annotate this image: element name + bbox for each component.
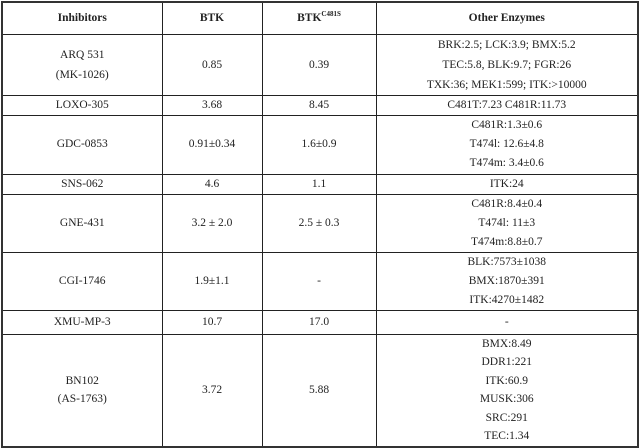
other-enzymes-cell-line: ITK:4270±1482 <box>469 293 545 306</box>
other-enzymes-cell-line: T474m:8.8±0.7 <box>471 235 543 248</box>
other-enzymes-cell-line: T474m: 3.4±0.6 <box>469 157 544 169</box>
table-row: BN102 (AS-1763) 3.72 5.88 BMX:8.49 DDR1:221 IT… <box>1 333 639 447</box>
table-row: ARQ 531 (MK-1026) 0.85 0.39 BRK:2.5; LCK:3.9… <box>1 33 639 96</box>
inhibitor-cell-line: LOXO-305 <box>55 99 109 111</box>
btk-c481s-value-cell: 2.5 ± 0.3 <box>261 193 377 253</box>
btk-c481s-value-cell: 0.39 <box>261 33 377 96</box>
btk-value-cell: 0.91±0.34 <box>161 114 263 175</box>
inhibitor-cell-line: ARQ 531 <box>60 48 105 61</box>
inhibitor-cell-line: CGI-1746 <box>58 274 106 287</box>
btk-value-cell: 1.9±1.1 <box>161 251 263 311</box>
other-enzymes-cell: C481R:8.4±0.4 T474l: 11±3 T474m:8.8±0.7 <box>375 193 639 253</box>
other-enzymes-cell-line: C481R:8.4±0.4 <box>471 197 543 210</box>
other-enzymes-cell: C481T:7.23 C481R:11.73 <box>375 94 639 116</box>
other-enzymes-cell-line: TXK:36; MEK1:599; ITK:>10000 <box>426 78 587 91</box>
header-btk: BTK <box>161 1 263 35</box>
other-enzymes-cell-line: TEC:5.8, BLK:9.7; FGR:26 <box>442 58 572 71</box>
header-other-enzymes: Other Enzymes <box>375 1 639 35</box>
inhibitor-cell: GNE-431 <box>1 193 163 253</box>
table-row: LOXO-305 3.68 8.45 C481T:7.23 C481R:11.73 <box>1 94 639 116</box>
other-enzymes-cell-line: BLK:7573±1038 <box>467 255 546 268</box>
other-enzymes-cell-line: C481T:7.23 C481R:11.73 <box>447 99 567 111</box>
inhibitor-cell: XMU-MP-3 <box>1 309 163 335</box>
table-row: XMU-MP-3 10.7 17.0 - <box>1 309 639 335</box>
other-enzymes-cell: BLK:7573±1038 BMX:1870±391 ITK:4270±1482 <box>375 251 639 311</box>
other-enzymes-cell-line: T474l: 12.6±4.8 <box>469 138 544 150</box>
inhibitor-cell-line: GDC-0853 <box>56 138 108 150</box>
btk-c481s-value-cell: 8.45 <box>261 94 377 116</box>
header-inhibitors: Inhibitors <box>1 1 163 35</box>
btk-c481s-value-cell: 1.6±0.9 <box>261 114 377 175</box>
inhibitor-cell-line: SNS-062 <box>61 178 104 190</box>
header-row: Inhibitors BTK BTKC481S Other Enzymes <box>1 1 639 35</box>
other-enzymes-cell-line: ITK:24 <box>489 178 524 190</box>
table-row: GNE-431 3.2 ± 2.0 2.5 ± 0.3 C481R:8.4±0.4 T4… <box>1 193 639 253</box>
other-enzymes-cell-line: DDR1:221 <box>481 356 532 368</box>
btk-value-cell: 3.72 <box>161 333 263 447</box>
inhibitor-cell-line: XMU-MP-3 <box>53 316 111 328</box>
header-btk-c481s: BTKC481S <box>261 1 377 35</box>
other-enzymes-cell-line: BMX:1870±391 <box>468 274 545 287</box>
other-enzymes-cell-line: SRC:291 <box>485 411 528 424</box>
other-enzymes-cell: ITK:24 <box>375 173 639 195</box>
other-enzymes-cell-line: TEC:1.34 <box>484 430 530 442</box>
inhibitor-cell-line: (MK-1026) <box>55 68 109 81</box>
btk-c481s-value-cell: 5.88 <box>261 333 377 447</box>
btk-c481s-value-cell: 17.0 <box>261 309 377 335</box>
header-btk-c481s-sup: C481S <box>321 10 341 19</box>
inhibitor-cell: BN102 (AS-1763) <box>1 333 163 447</box>
other-enzymes-cell-line: ITK:60.9 <box>485 374 528 387</box>
btk-value-cell: 3.2 ± 2.0 <box>161 193 263 253</box>
other-enzymes-cell-line: C481R:1.3±0.6 <box>471 119 543 131</box>
inhibitor-cell: ARQ 531 (MK-1026) <box>1 33 163 96</box>
inhibitor-cell-line: (AS-1763) <box>57 393 107 405</box>
btk-c481s-value-cell: 1.1 <box>261 173 377 195</box>
other-enzymes-cell: - <box>375 309 639 335</box>
other-enzymes-cell-line: BRK:2.5; LCK:3.9; BMX:5.2 <box>437 38 576 51</box>
other-enzymes-cell: BRK:2.5; LCK:3.9; BMX:5.2 TEC:5.8, BLK:9.… <box>375 33 639 96</box>
btk-c481s-value-cell: - <box>261 251 377 311</box>
other-enzymes-cell-line: MUSK:306 <box>479 393 534 405</box>
inhibitor-cell: GDC-0853 <box>1 114 163 175</box>
table-row: GDC-0853 0.91±0.34 1.6±0.9 C481R:1.3±0.6 T47… <box>1 114 639 175</box>
table-row: CGI-1746 1.9±1.1- BLK:7573±1038 BMX:1870±39… <box>1 251 639 311</box>
inhibitor-cell: LOXO-305 <box>1 94 163 116</box>
inhibitor-cell-line: GNE-431 <box>59 216 105 229</box>
other-enzymes-cell: C481R:1.3±0.6 T474l: 12.6±4.8 T474m: 3.4±0… <box>375 114 639 175</box>
inhibitor-cell-line: BN102 <box>65 374 99 387</box>
inhibitor-cell: SNS-062 <box>1 173 163 195</box>
other-enzymes-cell-line: T474l: 11±3 <box>478 216 536 229</box>
btk-value-cell: 3.68 <box>161 94 263 116</box>
inhibitor-cell: CGI-1746 <box>1 251 163 311</box>
table-row: SNS-062 4.6 1.1 ITK:24 <box>1 173 639 195</box>
other-enzymes-cell-line: - <box>504 316 509 328</box>
other-enzymes-cell-line: BMX:8.49 <box>481 337 532 350</box>
btk-value-cell: 10.7 <box>161 309 263 335</box>
btk-value-cell: 4.6 <box>161 173 263 195</box>
other-enzymes-cell: BMX:8.49 DDR1:221 ITK:60.9 MUSK:306 SRC:291 T… <box>375 333 639 447</box>
btk-value-cell: 0.85 <box>161 33 263 96</box>
header-btk-c481s-base: BTK <box>297 12 322 25</box>
